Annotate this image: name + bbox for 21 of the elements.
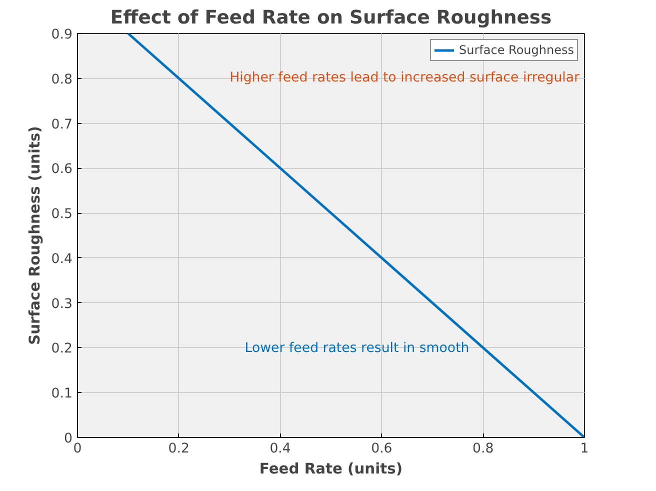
chart-title: Effect of Feed Rate on Surface Roughness: [110, 8, 552, 28]
y-tick-label: 0.9: [51, 28, 73, 42]
y-tick-label: 0.2: [51, 342, 73, 357]
y-tick-label: 0.8: [51, 72, 73, 88]
annotation: Higher feed rates lead to increased surface irregular: [230, 70, 580, 86]
y-axis-title: Surface Roughness (units): [26, 126, 44, 345]
x-tick-label: 0.6: [371, 442, 392, 456]
x-tick-label: 1: [580, 442, 589, 456]
annotation: Lower feed rates result in smooth: [244, 341, 470, 356]
y-tick-label: 0.1: [51, 386, 73, 402]
y-tick-label: 0: [64, 432, 73, 446]
x-tick-label: 0.4: [270, 442, 291, 456]
x-axis-title: Feed Rate (units): [259, 460, 403, 478]
legend-label: Surface Roughness: [459, 43, 574, 57]
x-tick-label: 0.2: [168, 442, 190, 456]
y-tick-label: 0.4: [51, 252, 73, 267]
x-tick-label: 0.8: [472, 442, 494, 456]
y-tick-label: 0.7: [51, 117, 73, 132]
y-tick-label: 0.3: [51, 296, 73, 312]
y-tick-label: 0.5: [51, 207, 73, 222]
y-tick-label: 0.6: [51, 162, 73, 178]
